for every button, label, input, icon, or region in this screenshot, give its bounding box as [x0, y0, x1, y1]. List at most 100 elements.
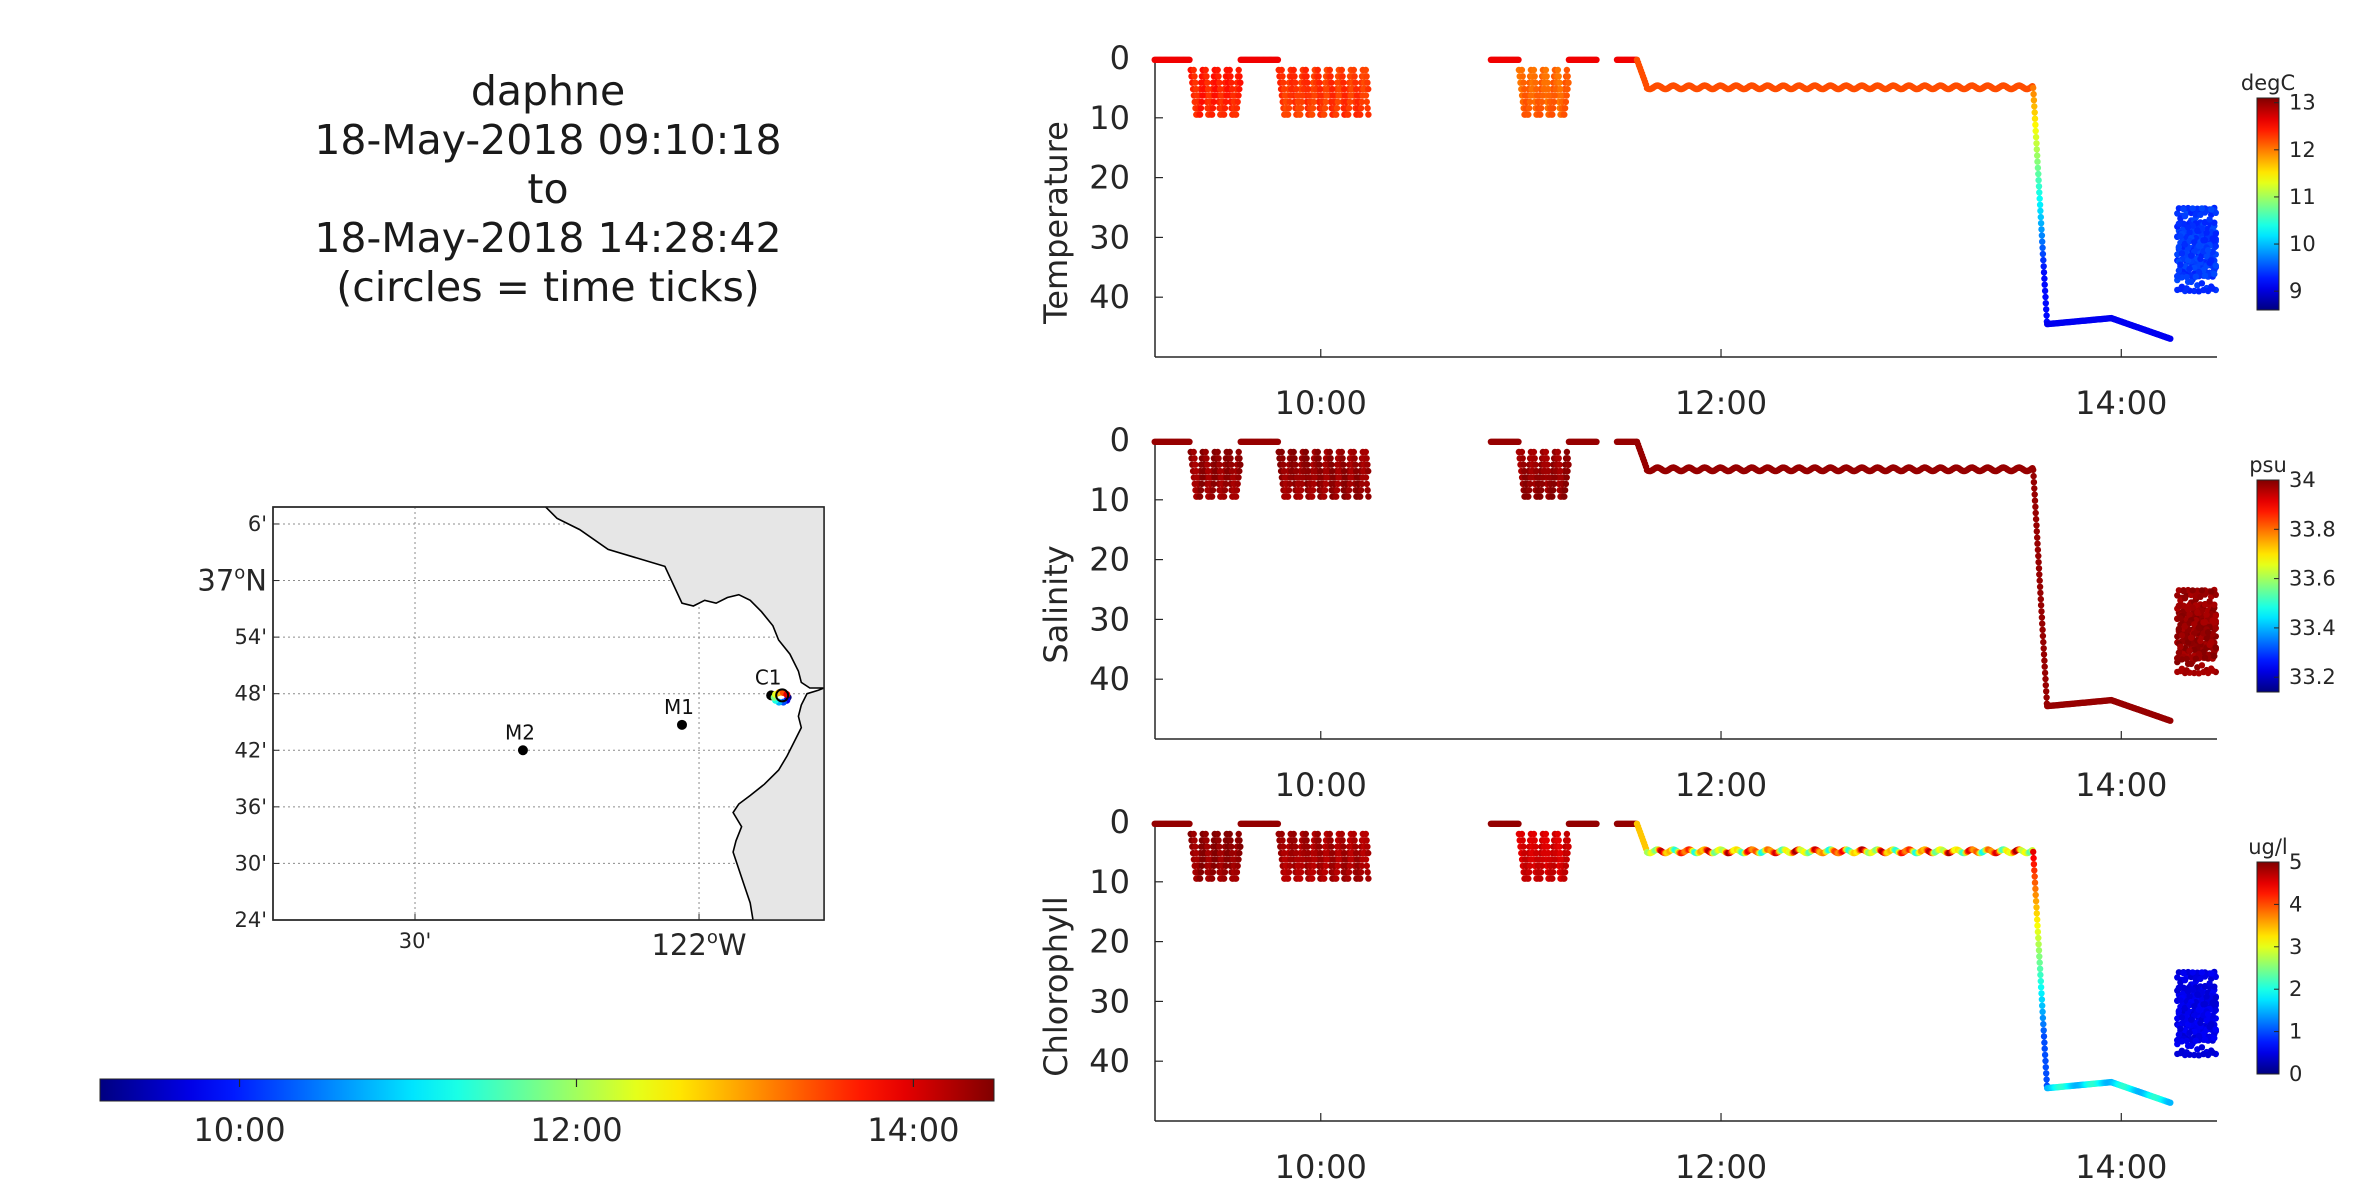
data-point [2198, 587, 2206, 594]
data-point [1236, 79, 1244, 86]
data-point [2037, 213, 2045, 221]
data-point [1326, 66, 1334, 74]
data-point [2030, 848, 2037, 856]
data-point [1545, 474, 1553, 481]
data-point [1216, 849, 1224, 857]
data-point [2031, 873, 2038, 880]
data-point [1520, 79, 1527, 86]
data-point [1554, 448, 1562, 456]
data-point [1549, 487, 1557, 494]
data-point [1305, 467, 1312, 475]
data-point [1299, 474, 1306, 481]
panel-y-tick-label: 20 [1089, 159, 1130, 197]
data-point [2189, 969, 2196, 976]
data-point [1538, 862, 1546, 870]
data-point [1280, 79, 1287, 86]
data-point [1324, 467, 1331, 475]
data-point [1204, 461, 1211, 468]
data-point [2037, 595, 2045, 603]
data-point [2180, 220, 2187, 227]
data-point [2204, 1051, 2212, 1059]
data-point [2206, 598, 2213, 605]
data-point [1334, 480, 1342, 488]
map-lat-label: 48' [235, 682, 268, 706]
data-point [1564, 455, 1571, 462]
data-point [1293, 856, 1301, 863]
data-point [1353, 467, 1360, 475]
data-point [2032, 503, 2039, 510]
data-point [2211, 219, 2218, 226]
data-point [1346, 98, 1354, 106]
data-point [2041, 663, 2048, 670]
data-point [1353, 92, 1361, 99]
data-point [1359, 474, 1366, 481]
data-point [1297, 875, 1304, 882]
data-point [1527, 92, 1534, 99]
data-point [1365, 111, 1372, 118]
data-point [1533, 92, 1541, 99]
data-point [1518, 448, 1526, 456]
data-point [2184, 988, 2192, 995]
data-point [1223, 856, 1230, 863]
data-point [1229, 474, 1237, 481]
data-point [1204, 849, 1212, 857]
data-point [2194, 205, 2201, 212]
data-point [2201, 1036, 2209, 1043]
data-point [1346, 862, 1354, 870]
data-point [1363, 837, 1370, 844]
data-point [1329, 474, 1337, 481]
data-point [1341, 474, 1349, 481]
data-point [1279, 837, 1286, 844]
data-point [2192, 593, 2199, 600]
data-point [1353, 849, 1360, 857]
data-point [1562, 862, 1570, 870]
data-point [1196, 493, 1204, 500]
data-point [2211, 601, 2218, 608]
data-point [2195, 1052, 2203, 1059]
data-point [1280, 461, 1287, 468]
data-point [1304, 461, 1311, 468]
data-point [1556, 79, 1563, 86]
data-point [2037, 589, 2044, 597]
data-point [1537, 487, 1545, 494]
map-panel: 6' 37oN 54' 48' 42' 36' 30' 24' 30' 122oW M2 M1 C1 [197, 506, 825, 962]
data-point [1311, 856, 1318, 863]
data-point [1190, 830, 1197, 838]
data-point [1278, 66, 1285, 74]
data-point [1232, 875, 1240, 882]
data-point [1562, 480, 1570, 488]
data-point [1364, 843, 1371, 850]
panel-x-tick-label: 12:00 [1675, 766, 1767, 804]
data-point [2039, 626, 2046, 633]
data-point [1333, 875, 1340, 882]
data-point [1209, 869, 1217, 876]
data-point [1329, 85, 1336, 93]
data-point [1208, 111, 1216, 118]
panel-data-points [1151, 438, 2219, 724]
panel-salinity: 0 10 20 30 40 10:00 12:00 14:00 Salinity 33.2 33.4… [1037, 421, 2336, 804]
data-point [1561, 875, 1568, 882]
data-point [1217, 856, 1225, 863]
data-point [1314, 830, 1322, 838]
data-point [1336, 849, 1343, 857]
data-point [2039, 632, 2047, 640]
data-point [2200, 619, 2207, 626]
data-point [2181, 213, 2189, 220]
data-point [1322, 862, 1330, 870]
panel-colorbar: 0 1 2 3 4 5ug/l [2248, 835, 2302, 1086]
data-point [1329, 849, 1336, 857]
data-point [2040, 1020, 2047, 1028]
data-point [1557, 85, 1564, 93]
data-point [1221, 105, 1229, 112]
data-point [1236, 461, 1244, 468]
data-point [2191, 239, 2198, 246]
panel-x-tick-label: 10:00 [1275, 1148, 1367, 1181]
data-point [1563, 92, 1570, 99]
data-point [1203, 455, 1210, 462]
data-point [2206, 216, 2213, 223]
data-point [1293, 92, 1301, 99]
data-point [2032, 127, 2039, 135]
data-point [1550, 480, 1558, 488]
